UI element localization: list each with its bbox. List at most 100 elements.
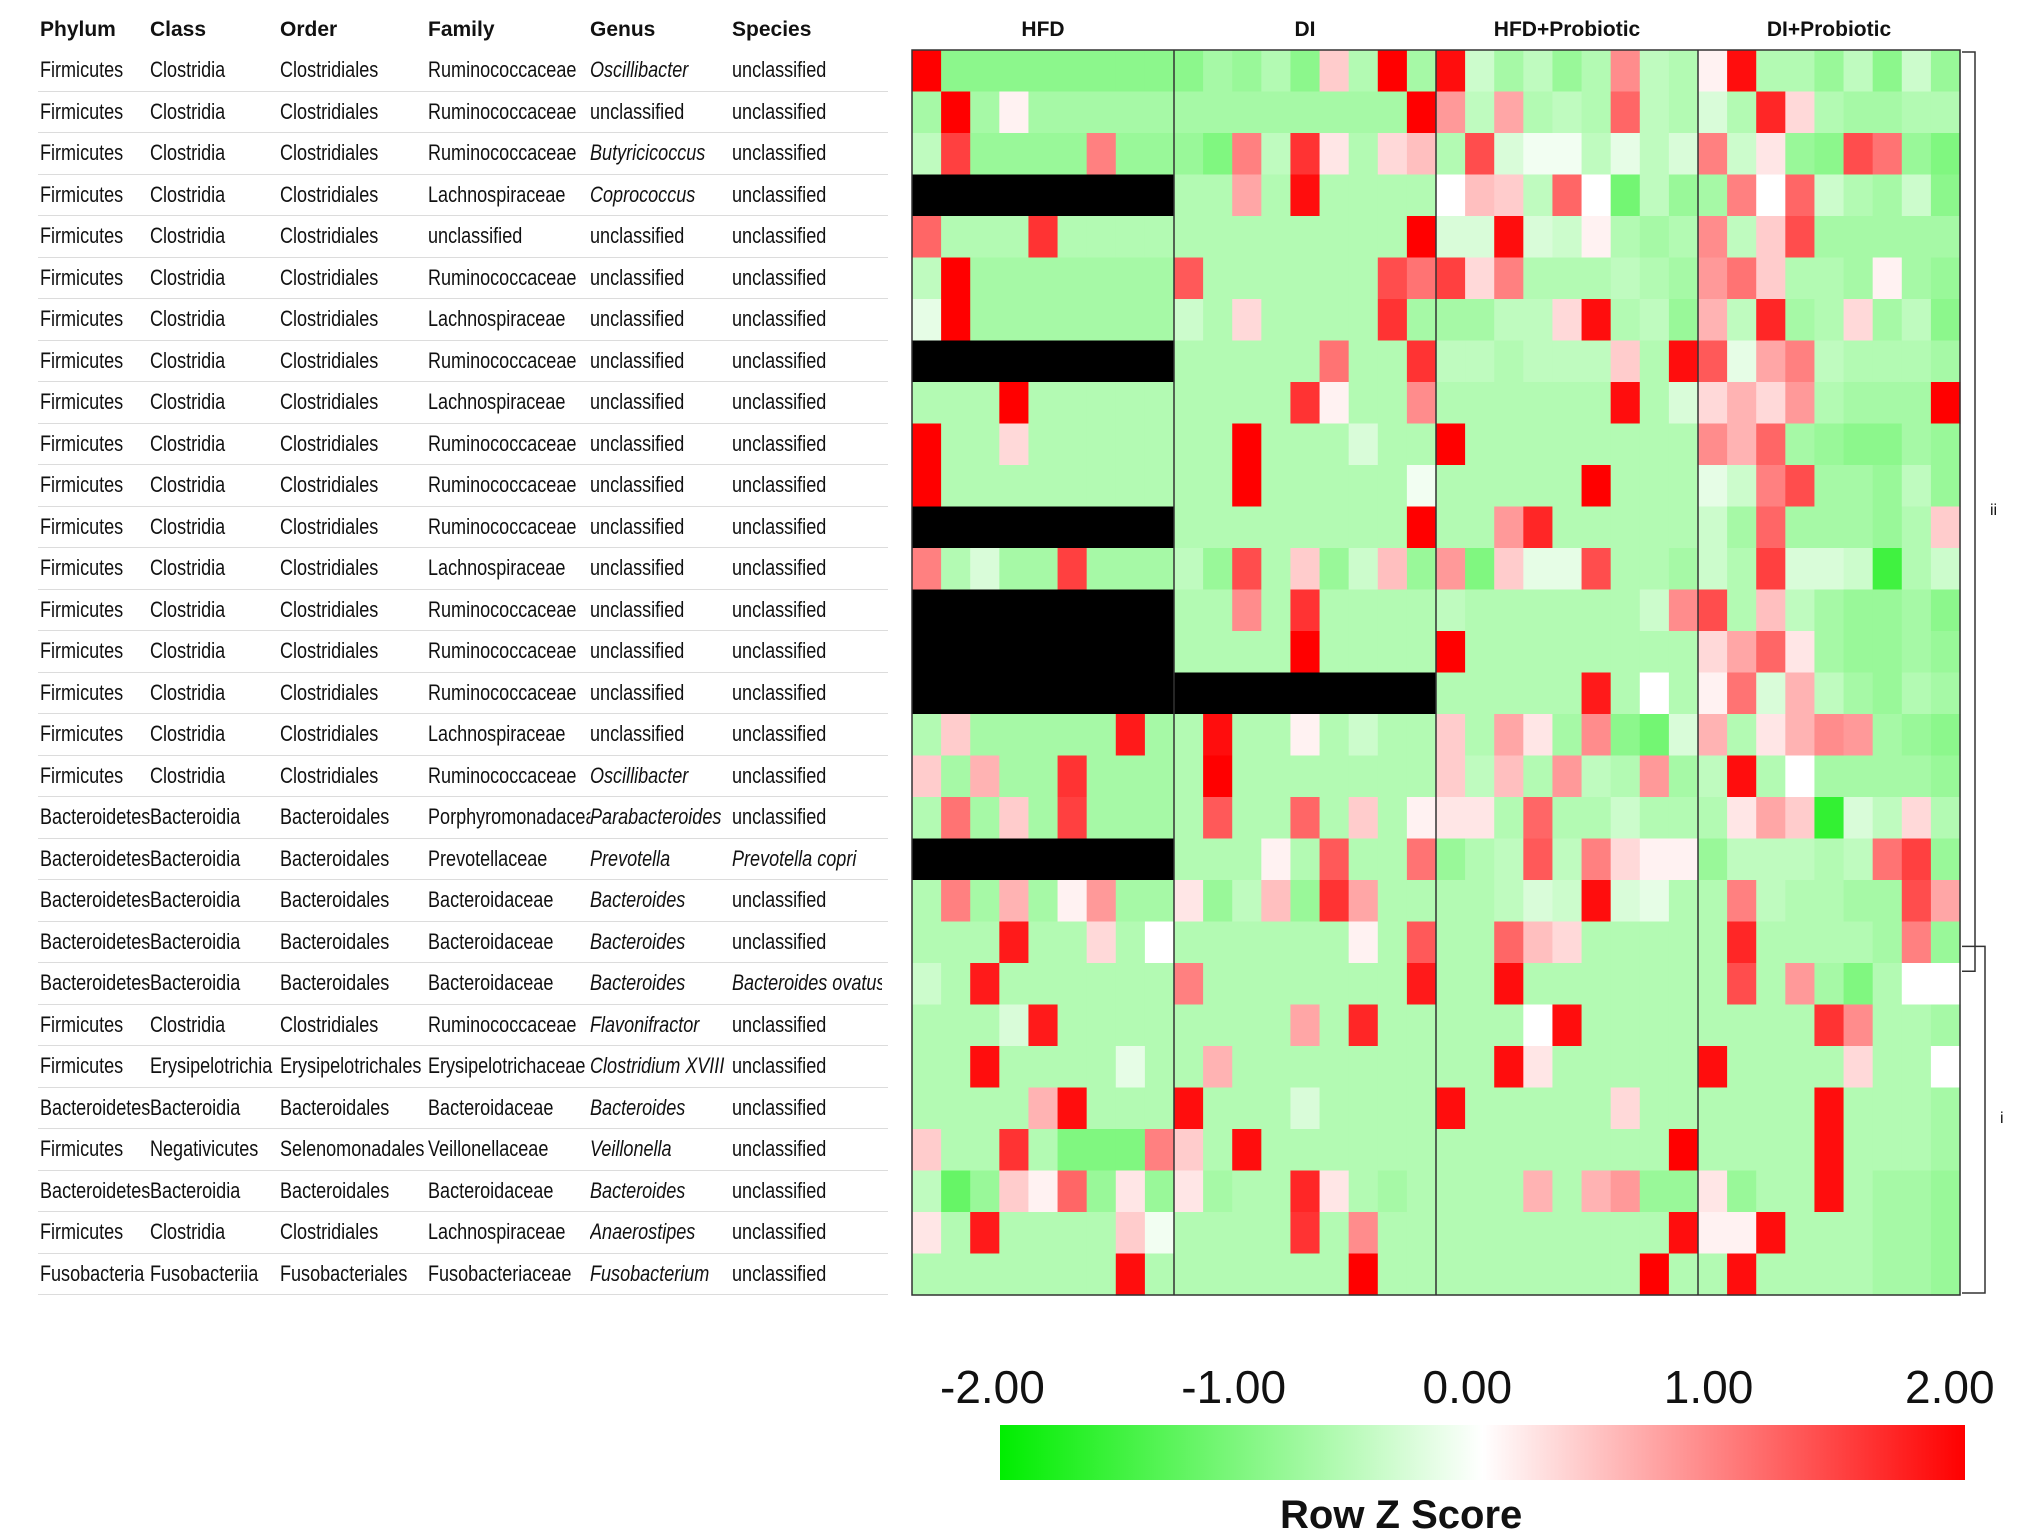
heatmap-cell [912,921,942,964]
heatmap-cell [1436,382,1466,425]
heatmap-cell [1028,133,1059,176]
heatmap-cell-missing [970,174,1000,217]
heatmap-cell-missing [1144,340,1175,383]
heatmap-cell [1552,589,1583,632]
heatmap-cell [1406,216,1437,259]
heatmap-cell [1494,1087,1524,1130]
table-cell: Bacteroidales [280,804,390,829]
heatmap-cell [1523,340,1554,383]
heatmap-cell [1494,465,1524,508]
heatmap-cell [1057,1253,1088,1296]
table-cell: Veillonella [590,1136,672,1161]
heatmap-cell [1698,1087,1728,1130]
heatmap-cell [1610,340,1641,383]
heatmap-cell [1756,50,1786,93]
heatmap-cell [1639,797,1670,840]
heatmap-cell [1115,1087,1146,1130]
heatmap-cell [1727,1253,1757,1296]
heatmap-cell [1203,1253,1233,1296]
heatmap-cell [1668,340,1699,383]
table-cell: Clostridiales [280,555,379,580]
table-cell: Clostridiales [280,721,379,746]
heatmap-cell [1057,216,1088,259]
heatmap-cell [1436,257,1466,300]
heatmap-cell [1261,1087,1292,1130]
heatmap-cell [1639,91,1670,134]
heatmap-cell [1785,1004,1816,1047]
table-cell: unclassified [732,389,827,414]
table-row-rule [38,879,888,880]
heatmap-cell [941,963,971,1006]
heatmap-cell [1872,838,1903,881]
heatmap-cell-missing [912,589,942,632]
table-cell: Bacteroides [590,970,686,995]
table-cell: Bacteroidaceae [428,928,554,954]
heatmap-cell [1698,465,1728,508]
heatmap-cell [1523,506,1554,549]
heatmap-cell [1523,1087,1554,1130]
heatmap-cell [1406,1004,1437,1047]
heatmap-cell-missing [1057,838,1088,881]
colorbar-tick-label: 1.00 [1663,1361,1754,1413]
table-cell: unclassified [428,223,523,248]
heatmap-cell-missing [941,506,971,549]
heatmap-cell [970,921,1000,964]
heatmap-cell [999,963,1030,1006]
heatmap-cell [1348,1129,1379,1172]
heatmap-cell [1144,921,1175,964]
heatmap-cell [1203,589,1233,632]
heatmap-cell [1144,1129,1175,1172]
heatmap-cell [999,382,1030,425]
heatmap-cell [941,1087,971,1130]
table-cell: Ruminococcaceae [428,430,577,456]
heatmap-cell [1872,797,1903,840]
heatmap-cell [1901,1004,1932,1047]
heatmap-cell [1144,1212,1175,1255]
heatmap-cell [1843,257,1874,300]
colorbar-tick-label: -2.00 [940,1361,1045,1413]
heatmap-cell [1843,50,1874,93]
heatmap-cell [1872,1170,1903,1213]
heatmap-cell [1406,714,1437,757]
heatmap-cell [1756,382,1786,425]
heatmap-cell [1348,921,1379,964]
heatmap-cell [1290,631,1321,674]
heatmap-cell [999,50,1030,93]
heatmap-cell [970,1253,1000,1296]
heatmap-cell [1639,423,1670,466]
table-cell: Clostridiales [280,679,379,705]
heatmap-cell [1872,880,1903,923]
heatmap-cell [1465,589,1495,632]
heatmap-cell [1377,382,1408,425]
heatmap-cell [1610,216,1641,259]
table-row-rule [38,215,888,216]
table-cell: Clostridia [150,679,226,705]
heatmap-cell [1232,963,1262,1006]
heatmap-cell [970,880,1000,923]
heatmap-cell [1843,1004,1874,1047]
heatmap-cell [1436,1170,1466,1213]
heatmap-cell [1319,174,1350,217]
heatmap-cell [1843,1129,1874,1172]
heatmap-cell [1639,174,1670,217]
heatmap-cell [1843,631,1874,674]
table-cell: Lachnospiraceae [428,389,566,414]
heatmap-cell [1901,755,1932,798]
heatmap-cell [1494,921,1524,964]
heatmap-cell [970,382,1000,425]
table-cell: unclassified [732,264,827,290]
heatmap-cell [1436,423,1466,466]
heatmap-cell [1144,465,1175,508]
table-row-rule [38,1294,888,1295]
heatmap-cell [1028,1170,1059,1213]
heatmap-cell [999,1004,1030,1047]
heatmap-cell [970,133,1000,176]
heatmap-cell [1494,174,1524,217]
table-cell: Bacteroides [590,887,686,912]
table-cell: Bacteroidales [280,1094,390,1120]
heatmap-cell [1028,1004,1059,1047]
heatmap-cell [1785,1046,1816,1089]
heatmap-cell [1174,299,1204,342]
heatmap-cell [1465,382,1495,425]
heatmap-cell [1901,423,1932,466]
